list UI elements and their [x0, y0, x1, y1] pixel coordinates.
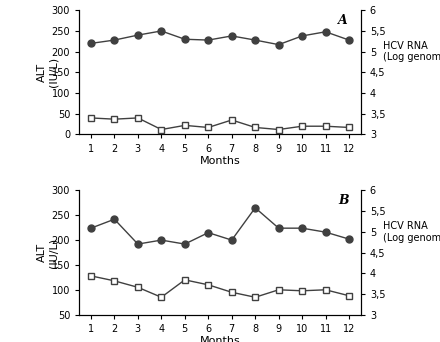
X-axis label: Months: Months [200, 337, 240, 342]
Text: A: A [338, 14, 348, 27]
Text: B: B [338, 194, 349, 207]
Text: HCV RNA
(Log genomes/ml): HCV RNA (Log genomes/ml) [383, 41, 440, 63]
Y-axis label: ALT
(IU/L): ALT (IU/L) [37, 237, 58, 267]
X-axis label: Months: Months [200, 156, 240, 166]
Text: HCV RNA
(Log genomes/ml): HCV RNA (Log genomes/ml) [383, 221, 440, 242]
Y-axis label: ALT
(IU/L): ALT (IU/L) [37, 57, 58, 88]
